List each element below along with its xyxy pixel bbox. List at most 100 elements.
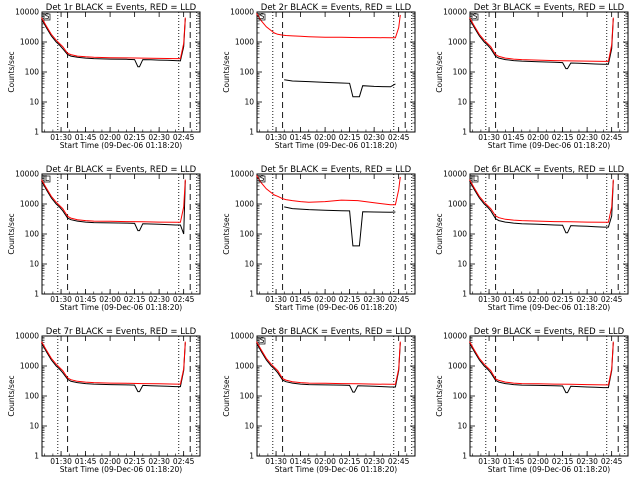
x-axis-label: Start Time (09-Dec-06 01:18:20) xyxy=(60,141,182,150)
x-tick-label: 02:15 xyxy=(339,295,361,304)
y-tick-label: 100 xyxy=(453,230,468,239)
y-tick-label: 10 xyxy=(29,422,39,431)
y-tick-label: 100 xyxy=(453,392,468,401)
y-tick-label: 100 xyxy=(453,68,468,77)
y-axis-label: Counts/sec xyxy=(435,375,444,416)
x-tick-label: 02:00 xyxy=(527,457,549,466)
corner-marker-label: S xyxy=(260,336,265,345)
x-tick-label: 02:30 xyxy=(148,295,170,304)
x-tick-label: 02:45 xyxy=(388,295,410,304)
detector-panel: Det 9r BLACK = Events, RED = LLD 1 10 100 10… xyxy=(435,327,629,474)
corner-marker-label: S xyxy=(45,12,50,21)
lld-series-line xyxy=(256,13,401,39)
x-tick-label: 02:45 xyxy=(173,133,195,142)
corner-marker-label: L xyxy=(473,174,478,183)
y-tick-label: 1 xyxy=(462,128,467,137)
y-tick-label: 1000 xyxy=(20,38,39,47)
x-tick-label: 02:30 xyxy=(363,457,385,466)
y-axis-label: Counts/sec xyxy=(222,375,231,416)
x-axis-label: Start Time (09-Dec-06 01:18:20) xyxy=(488,141,610,150)
panel-title: Det 6r BLACK = Events, RED = LLD xyxy=(474,165,625,175)
x-tick-label: 01:45 xyxy=(75,295,97,304)
x-tick-label: 02:00 xyxy=(527,133,549,142)
y-axis-label: Counts/sec xyxy=(7,213,16,254)
x-tick-label: 01:30 xyxy=(50,295,72,304)
x-tick-label: 02:15 xyxy=(124,133,146,142)
y-tick-label: 10000 xyxy=(443,8,467,17)
panel-title: Det 5r BLACK = Events, RED = LLD xyxy=(261,165,412,175)
y-tick-label: 10 xyxy=(244,98,254,107)
lld-series-line xyxy=(41,179,186,223)
y-tick-label: 100 xyxy=(25,68,40,77)
x-tick-label: 02:45 xyxy=(388,133,410,142)
y-tick-label: 1000 xyxy=(448,362,467,371)
y-tick-label: 100 xyxy=(25,230,40,239)
y-tick-label: 10000 xyxy=(443,332,467,341)
x-tick-label: 02:00 xyxy=(527,295,549,304)
panel-title: Det 4r BLACK = Events, RED = LLD xyxy=(46,165,197,175)
corner-marker-box xyxy=(471,13,479,21)
y-tick-label: 1000 xyxy=(235,38,254,47)
y-tick-label: 100 xyxy=(25,392,40,401)
plot-frame xyxy=(469,335,629,457)
y-tick-label: 100 xyxy=(240,68,255,77)
y-tick-label: 1 xyxy=(34,452,39,461)
x-tick-label: 01:45 xyxy=(75,133,97,142)
corner-marker-box xyxy=(471,175,479,183)
x-tick-label: 02:30 xyxy=(576,457,598,466)
y-tick-label: 10000 xyxy=(230,332,254,341)
x-tick-label: 02:15 xyxy=(124,457,146,466)
events-series-line xyxy=(469,342,614,394)
panel-title: Det 3r BLACK = Events, RED = LLD xyxy=(474,3,625,13)
y-tick-label: 1 xyxy=(462,452,467,461)
lld-series-line xyxy=(256,175,401,206)
x-axis-label: Start Time (09-Dec-06 01:18:20) xyxy=(60,465,182,474)
x-tick-label: 02:30 xyxy=(363,295,385,304)
x-tick-label: 02:15 xyxy=(339,457,361,466)
detector-panel: Det 3r BLACK = Events, RED = LLD 1 10 100 10… xyxy=(435,3,629,150)
events-series-line xyxy=(256,342,401,393)
lld-series-line xyxy=(469,17,614,62)
lld-series-line xyxy=(256,341,401,385)
corner-marker-box xyxy=(258,175,266,183)
x-tick-label: 01:30 xyxy=(265,295,287,304)
y-tick-label: 1000 xyxy=(20,362,39,371)
y-tick-label: 10000 xyxy=(443,170,467,179)
y-tick-label: 1000 xyxy=(448,38,467,47)
events-series-line xyxy=(41,18,186,68)
y-axis-label: Counts/sec xyxy=(435,51,444,92)
panel-title: Det 8r BLACK = Events, RED = LLD xyxy=(261,327,412,337)
plot-frame xyxy=(41,11,201,133)
x-tick-label: 02:00 xyxy=(314,295,336,304)
x-axis-label: Start Time (09-Dec-06 01:18:20) xyxy=(488,303,610,312)
y-tick-label: 10000 xyxy=(230,170,254,179)
x-tick-label: 02:15 xyxy=(552,133,574,142)
plot-frame xyxy=(256,173,416,295)
x-tick-label: 02:45 xyxy=(388,457,410,466)
x-tick-label: 02:45 xyxy=(173,295,195,304)
y-tick-label: 1 xyxy=(249,452,254,461)
x-tick-label: 02:15 xyxy=(339,133,361,142)
x-tick-label: 02:00 xyxy=(99,457,121,466)
corner-marker-box xyxy=(43,175,51,183)
x-tick-label: 01:45 xyxy=(503,133,525,142)
x-tick-label: 02:45 xyxy=(601,295,623,304)
corner-marker-label: S xyxy=(260,174,265,183)
lld-series-line xyxy=(469,341,614,386)
plot-frame xyxy=(469,11,629,133)
plot-frame xyxy=(469,173,629,295)
y-tick-label: 1000 xyxy=(20,200,39,209)
y-tick-label: 1000 xyxy=(448,200,467,209)
y-tick-label: 1000 xyxy=(235,200,254,209)
x-axis-label: Start Time (09-Dec-06 01:18:20) xyxy=(275,303,397,312)
x-tick-label: 01:30 xyxy=(478,295,500,304)
detector-panel: Det 2r BLACK = Events, RED = LLD 1 10 100 10… xyxy=(222,3,416,150)
x-tick-label: 02:30 xyxy=(576,295,598,304)
y-axis-label: Counts/sec xyxy=(7,51,16,92)
plot-frame xyxy=(256,11,416,133)
y-tick-label: 10 xyxy=(457,260,467,269)
x-tick-label: 02:15 xyxy=(552,457,574,466)
x-tick-label: 02:30 xyxy=(148,133,170,142)
y-tick-label: 10000 xyxy=(15,170,39,179)
